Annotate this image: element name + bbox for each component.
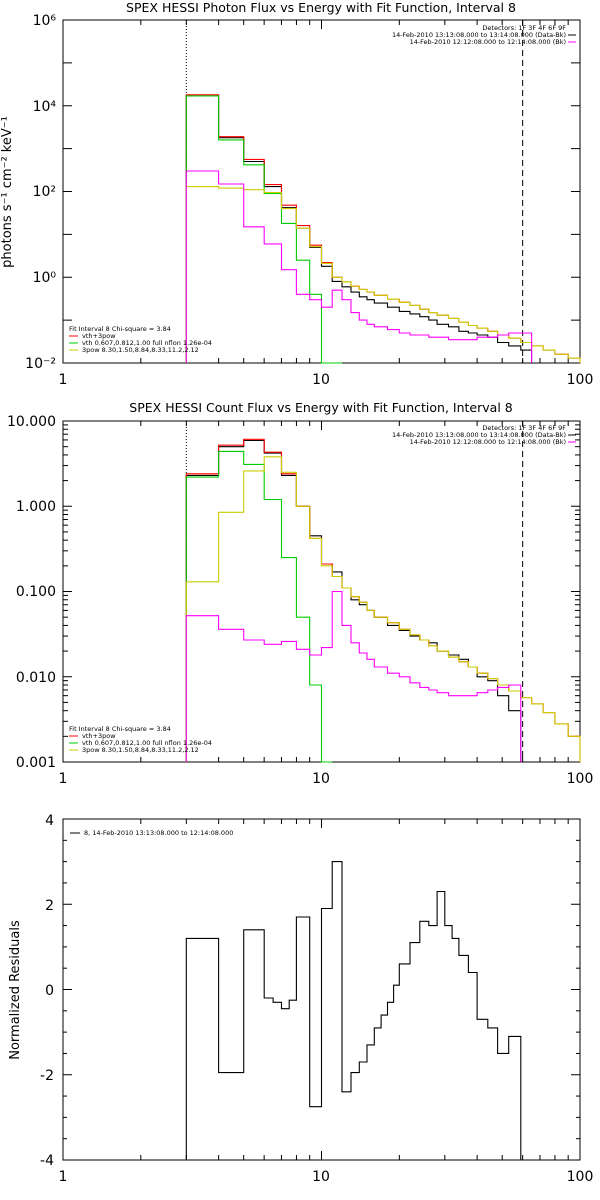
legend-entry: 14-Feb-2010 12:12:08.000 to 12:14:08.000… xyxy=(410,38,566,46)
photon-flux-series-group xyxy=(185,94,581,364)
legend-entry: Detectors: 1F 3F 4F 6F 9F xyxy=(482,24,566,32)
count-flux-series-group xyxy=(185,438,581,763)
legend-entry: 14-Feb-2010 12:12:08.000 to 12:14:08.000… xyxy=(410,438,566,446)
legend-entry: 14-Feb-2010 13:13:08.000 to 13:14:08.000… xyxy=(392,31,566,39)
count-flux-x-tick-label: 100 xyxy=(567,771,594,787)
series-step-line xyxy=(185,861,522,1160)
legend-entry: 14-Feb-2010 13:13:08.000 to 13:14:08.000… xyxy=(392,431,566,439)
residuals-y-axis-label: Normalized Residuals xyxy=(8,920,23,1060)
count-flux-x-tick-label: 1 xyxy=(59,771,68,787)
count-flux-panel: SPEX HESSI Count Flux vs Energy with Fit… xyxy=(7,400,593,787)
residuals-y-tick-label: -4 xyxy=(40,1153,54,1169)
photon-flux-panel: SPEX HESSI Photon Flux vs Energy with Fi… xyxy=(0,0,593,388)
series-step-line xyxy=(185,95,533,363)
legend-entry: 3pow 8.30,1.50,8.84,8.33,11.2,2.12 xyxy=(82,346,199,354)
series-step-line xyxy=(185,439,522,762)
photon-flux-title: SPEX HESSI Photon Flux vs Energy with Fi… xyxy=(126,0,516,15)
count-flux-x-tick-label: 10 xyxy=(312,771,330,787)
photon-flux-y-tick-label: 10⁶ xyxy=(33,13,57,29)
photon-flux-legend-top: Detectors: 1F 3F 4F 6F 9F 14-Feb-2010 13… xyxy=(392,24,576,46)
count-flux-y-tick-label: 10.000 xyxy=(7,414,56,430)
residuals-y-tick-label: 4 xyxy=(45,813,54,829)
legend-entry: Detectors: 1F 3F 4F 6F 9F xyxy=(482,424,566,432)
photon-flux-y-tick-label: 10⁰ xyxy=(33,270,57,286)
residuals-x-tick-label: 1 xyxy=(59,1169,68,1185)
photon-flux-x-tick-label: 1 xyxy=(59,372,68,388)
residuals-legend: 8, 14-Feb-2010 13:13:08.000 to 12:14:08.… xyxy=(70,829,233,837)
photon-flux-x-tick-label: 10 xyxy=(312,372,330,388)
legend-entry: vth+3pow xyxy=(82,732,116,740)
series-step-line xyxy=(185,186,581,363)
series-step-line xyxy=(185,590,522,762)
residuals-x-tick-label: 10 xyxy=(312,1169,330,1185)
series-step-line xyxy=(185,94,581,363)
residuals-x-tick-label: 100 xyxy=(567,1169,594,1185)
count-flux-y-tick-label: 0.001 xyxy=(16,755,56,771)
residuals-y-tick-label: -2 xyxy=(40,1068,54,1084)
series-step-line xyxy=(185,170,533,363)
count-flux-y-tick-label: 0.010 xyxy=(16,670,56,686)
count-flux-legend-bottom: Fit Interval 8 Chi-square = 3.84 vth+3po… xyxy=(69,725,212,754)
legend-entry: vth+3pow xyxy=(82,332,116,340)
legend-entry: 3pow 8.30,1.50,8.84,8.33,11.2,2.12 xyxy=(82,746,199,754)
count-flux-title: SPEX HESSI Count Flux vs Energy with Fit… xyxy=(129,400,512,415)
photon-flux-y-tick-label: 10² xyxy=(33,184,56,200)
count-flux-legend-top: Detectors: 1F 3F 4F 6F 9F 14-Feb-2010 13… xyxy=(392,424,576,446)
photon-flux-minor-ticks xyxy=(62,19,581,364)
legend-entry: vth 0.607,0.812,1.00 full nflon 1.26e-04 xyxy=(82,739,212,747)
residuals-panel: Normalized Residuals 1 10 100 -4 -2 0 2 … xyxy=(8,813,593,1185)
series-step-line xyxy=(185,450,333,763)
photon-flux-y-tick-label: 10⁴ xyxy=(33,99,57,115)
photon-flux-legend-bottom: Fit Interval 8 Chi-square = 3.84 vth+3po… xyxy=(69,325,212,354)
legend-entry: vth 0.607,0.812,1.00 full nflon 1.26e-04 xyxy=(82,339,212,347)
legend-entry: 8, 14-Feb-2010 13:13:08.000 to 12:14:08.… xyxy=(84,829,233,837)
legend-entry: Fit Interval 8 Chi-square = 3.84 xyxy=(69,325,171,333)
residuals-y-tick-label: 2 xyxy=(45,898,54,914)
photon-flux-y-tick-label: 10⁻² xyxy=(25,356,56,372)
count-flux-range-markers xyxy=(185,421,524,762)
residuals-minor-ticks xyxy=(62,818,581,1161)
residuals-series-group xyxy=(185,861,522,1160)
photon-flux-x-tick-label: 100 xyxy=(567,372,594,388)
photon-flux-y-axis-label: photons s⁻¹ cm⁻² keV⁻¹ xyxy=(0,116,15,268)
photon-flux-range-markers xyxy=(185,20,524,363)
count-flux-y-tick-label: 1.000 xyxy=(16,499,56,515)
count-flux-y-tick-label: 0.100 xyxy=(16,584,56,600)
legend-entry: Fit Interval 8 Chi-square = 3.84 xyxy=(69,725,171,733)
residuals-y-tick-label: 0 xyxy=(45,983,54,999)
